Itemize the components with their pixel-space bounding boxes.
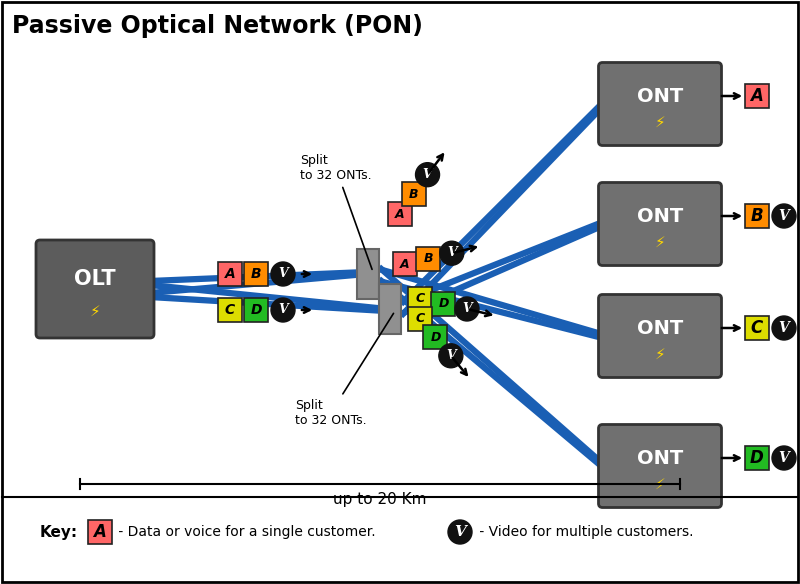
FancyBboxPatch shape — [598, 425, 722, 507]
Text: ONT: ONT — [637, 86, 683, 106]
FancyBboxPatch shape — [357, 249, 379, 299]
FancyBboxPatch shape — [431, 292, 455, 316]
FancyBboxPatch shape — [402, 182, 426, 206]
Text: ONT: ONT — [637, 207, 683, 225]
FancyBboxPatch shape — [88, 520, 112, 544]
Text: A: A — [400, 258, 410, 270]
Text: ONT: ONT — [637, 449, 683, 468]
FancyBboxPatch shape — [598, 294, 722, 377]
FancyBboxPatch shape — [218, 298, 242, 322]
FancyBboxPatch shape — [244, 298, 268, 322]
FancyBboxPatch shape — [408, 307, 432, 331]
Text: D: D — [438, 297, 449, 311]
Text: ⚡: ⚡ — [90, 304, 100, 318]
Text: A: A — [395, 207, 405, 221]
FancyBboxPatch shape — [36, 240, 154, 338]
Text: V: V — [454, 524, 466, 538]
Text: V: V — [778, 450, 790, 464]
Text: C: C — [415, 312, 425, 325]
Circle shape — [772, 446, 796, 470]
FancyBboxPatch shape — [598, 62, 722, 145]
FancyBboxPatch shape — [598, 182, 722, 266]
Text: Passive Optical Network (PON): Passive Optical Network (PON) — [12, 14, 423, 38]
FancyBboxPatch shape — [218, 262, 242, 286]
Text: V: V — [778, 321, 790, 335]
Text: V: V — [278, 267, 288, 280]
Text: D: D — [750, 449, 764, 467]
Text: up to 20 Km: up to 20 Km — [334, 492, 426, 507]
Text: ⚡: ⚡ — [654, 235, 666, 249]
Text: V: V — [778, 208, 790, 223]
Text: B: B — [424, 252, 433, 265]
FancyBboxPatch shape — [393, 252, 417, 276]
Circle shape — [415, 163, 439, 187]
Text: A: A — [94, 523, 106, 541]
Text: ONT: ONT — [637, 318, 683, 338]
FancyBboxPatch shape — [745, 84, 769, 108]
Text: - Video for multiple customers.: - Video for multiple customers. — [475, 525, 694, 539]
Text: - Data or voice for a single customer.: - Data or voice for a single customer. — [114, 525, 376, 539]
Text: V: V — [462, 302, 472, 315]
Text: C: C — [225, 303, 235, 317]
Text: A: A — [750, 87, 763, 105]
Text: OLT: OLT — [74, 269, 116, 289]
Circle shape — [455, 297, 479, 321]
Circle shape — [271, 298, 295, 322]
Text: Key:: Key: — [40, 524, 78, 540]
FancyBboxPatch shape — [745, 446, 769, 470]
FancyBboxPatch shape — [416, 246, 440, 270]
FancyBboxPatch shape — [745, 316, 769, 340]
FancyBboxPatch shape — [379, 284, 401, 334]
Text: ⚡: ⚡ — [654, 114, 666, 130]
Text: ⚡: ⚡ — [654, 346, 666, 361]
Text: C: C — [751, 319, 763, 337]
Circle shape — [440, 241, 464, 265]
FancyBboxPatch shape — [244, 262, 268, 286]
Text: D: D — [430, 331, 441, 344]
Text: C: C — [415, 293, 425, 305]
FancyBboxPatch shape — [745, 204, 769, 228]
Circle shape — [439, 344, 463, 368]
Text: B: B — [250, 267, 262, 281]
FancyBboxPatch shape — [408, 287, 432, 311]
Text: A: A — [225, 267, 235, 281]
Circle shape — [772, 204, 796, 228]
Text: ⚡: ⚡ — [654, 477, 666, 492]
Text: V: V — [422, 168, 433, 180]
Text: V: V — [446, 349, 456, 361]
Text: Split
to 32 ONTs.: Split to 32 ONTs. — [295, 314, 394, 427]
Text: Split
to 32 ONTs.: Split to 32 ONTs. — [300, 154, 372, 269]
FancyBboxPatch shape — [388, 202, 412, 226]
Circle shape — [271, 262, 295, 286]
Text: D: D — [250, 303, 262, 317]
Text: B: B — [750, 207, 763, 225]
Text: V: V — [278, 303, 288, 316]
Text: V: V — [447, 246, 457, 259]
FancyBboxPatch shape — [423, 325, 447, 349]
Text: B: B — [409, 188, 418, 201]
Circle shape — [772, 316, 796, 340]
Circle shape — [448, 520, 472, 544]
